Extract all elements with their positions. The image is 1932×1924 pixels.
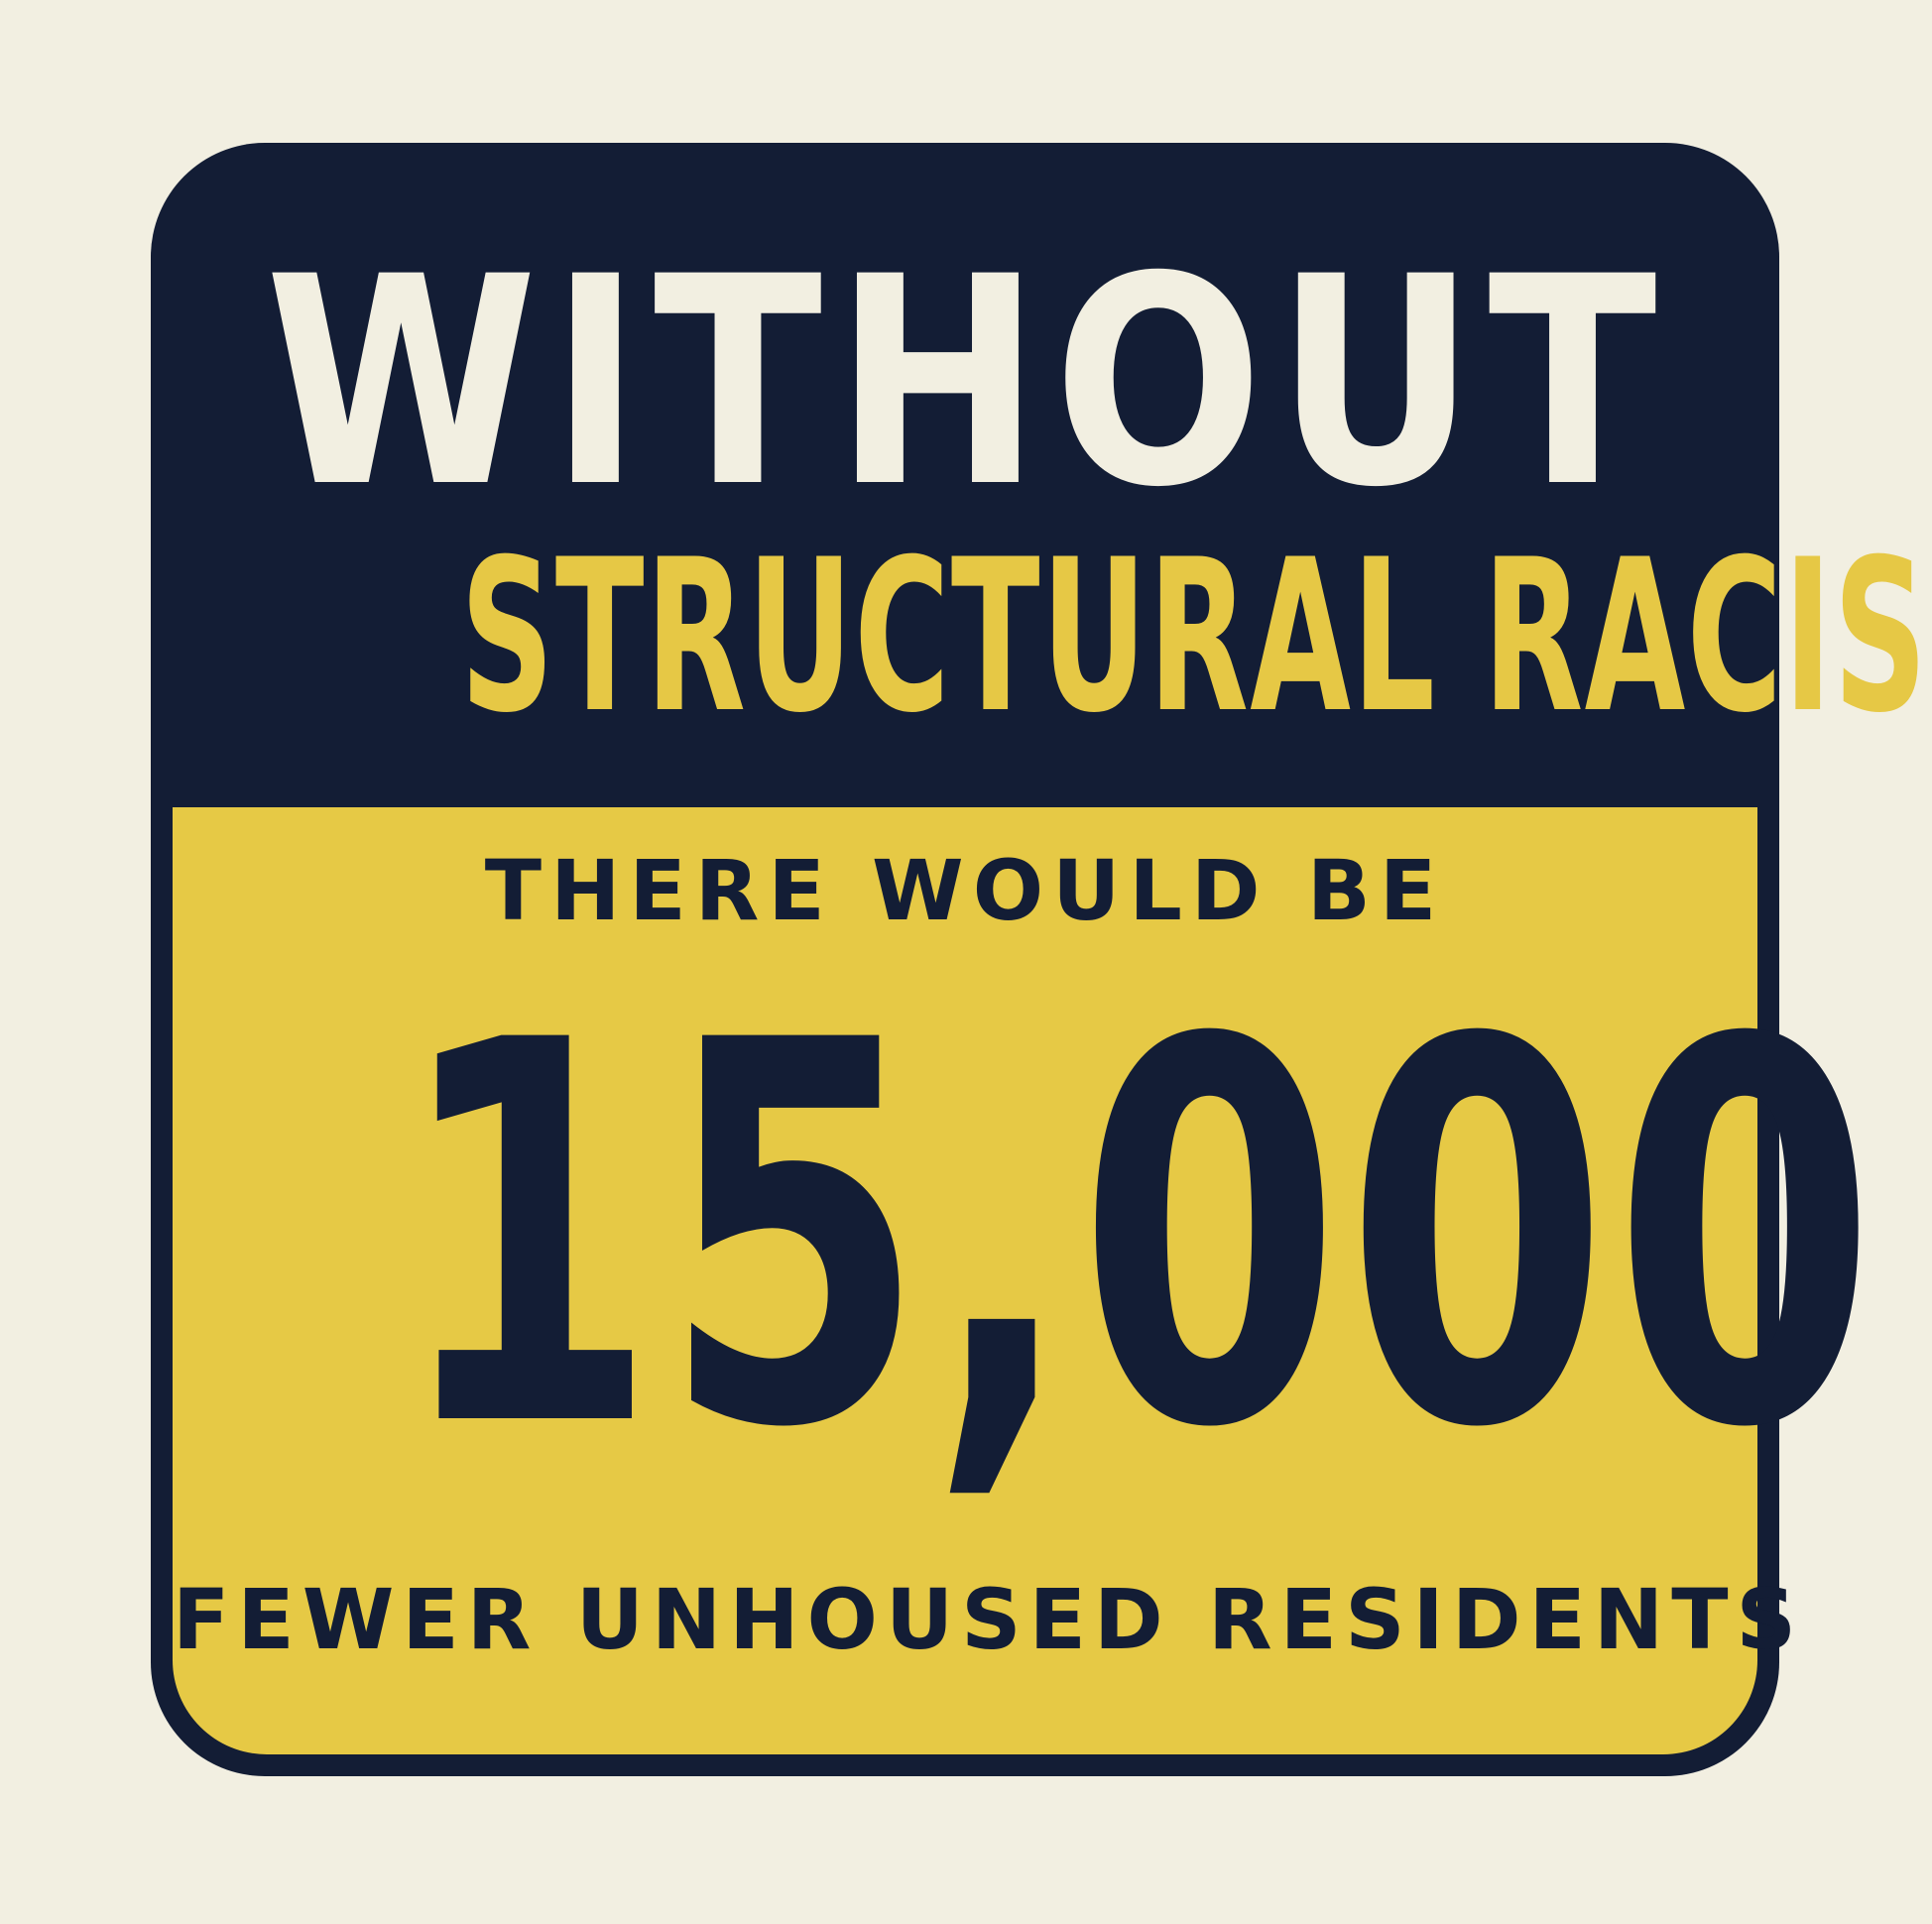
stat-number: 15,000 bbox=[394, 930, 1881, 1542]
headline-without: WITHOUT bbox=[264, 216, 1669, 550]
stat-intro-text: THERE WOULD BE bbox=[484, 842, 1446, 939]
stat-caption: FEWER UNHOUSED RESIDENTS bbox=[173, 1571, 1805, 1668]
headline-structural-racism: STRUCTURAL RACISM bbox=[459, 514, 1932, 759]
stat-panel: THERE WOULD BE 15,000 FEWER UNHOUSED RES… bbox=[173, 807, 1881, 1754]
sign-card: WITHOUT STRUCTURAL RACISM THERE WOULD BE… bbox=[151, 143, 1932, 1776]
